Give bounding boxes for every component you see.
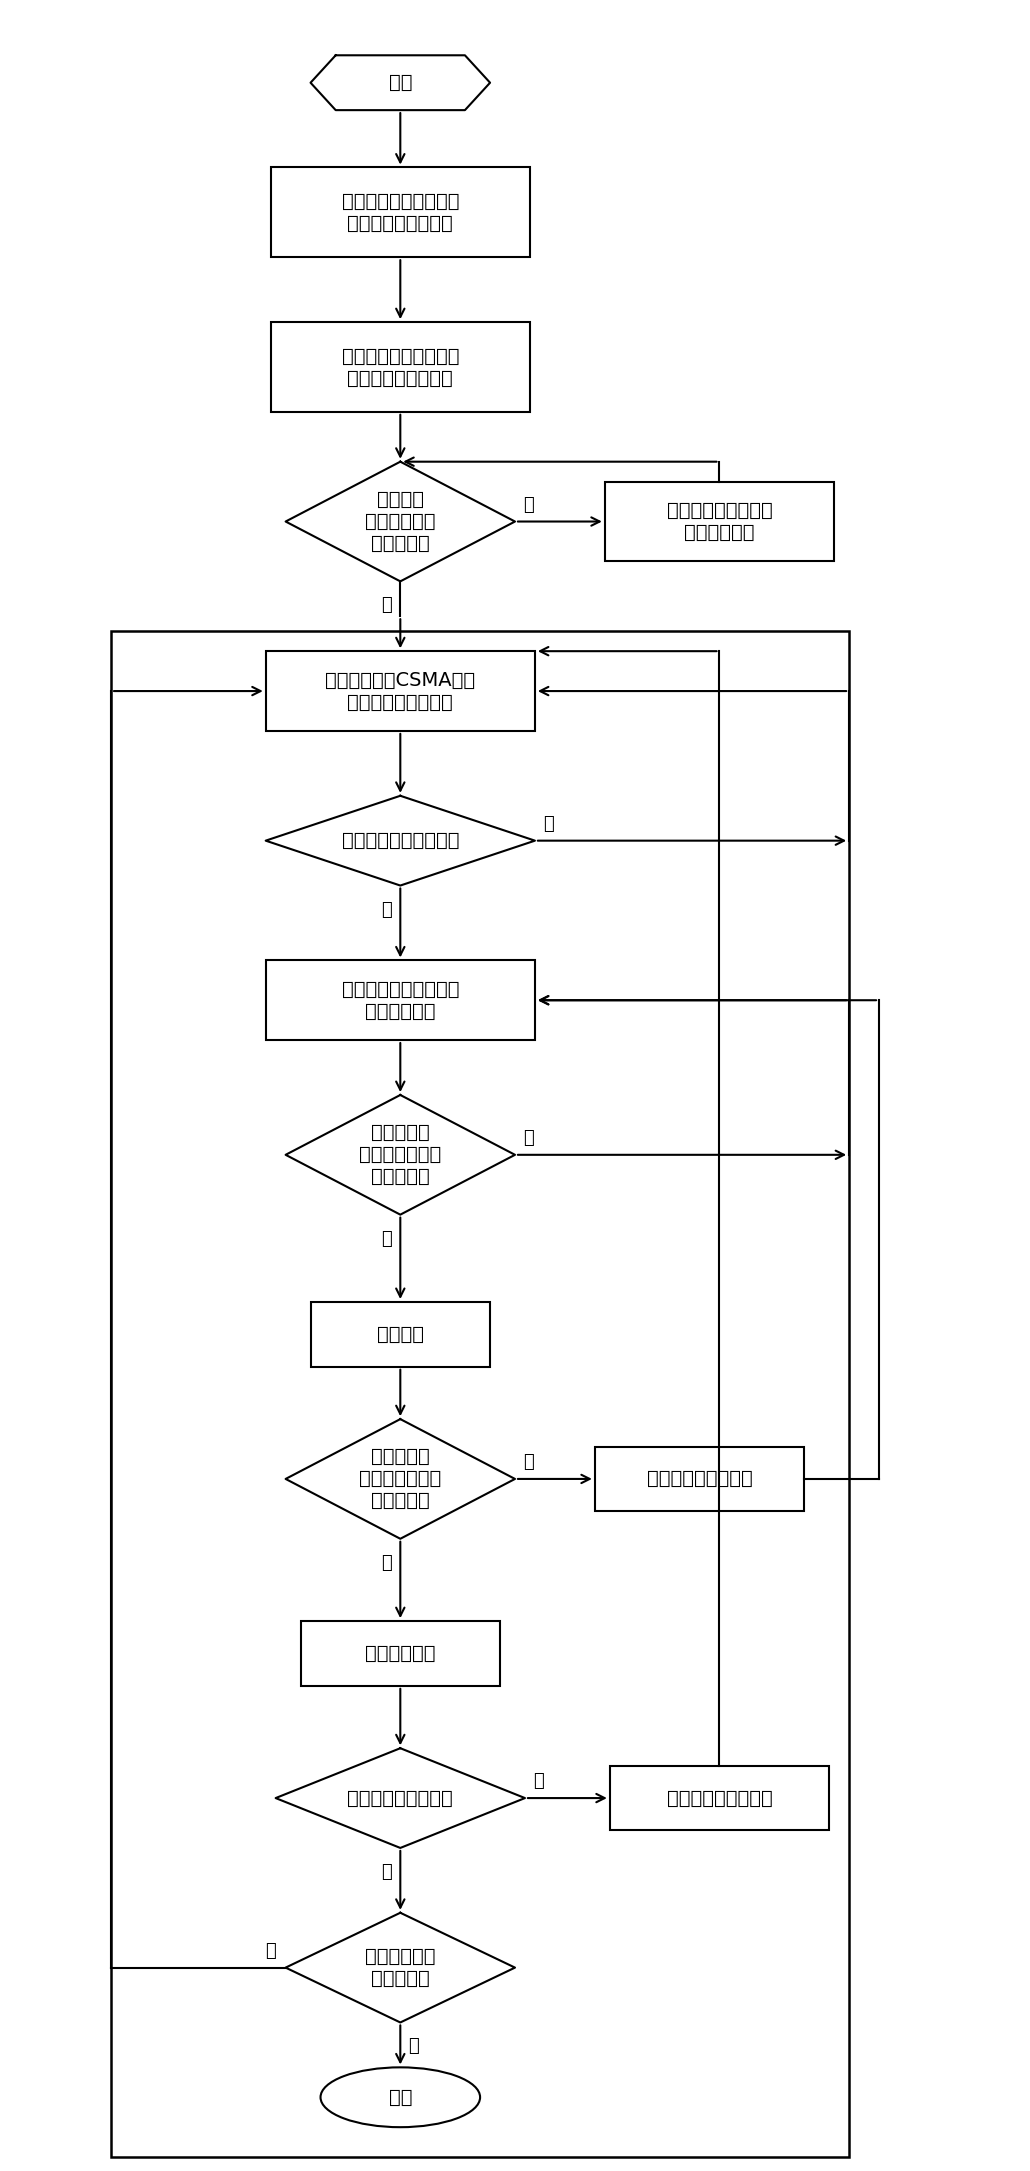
- Ellipse shape: [320, 2067, 480, 2128]
- Bar: [610, 1765, 829, 1830]
- Text: 是否还有数据
需要发送？: 是否还有数据 需要发送？: [365, 1947, 436, 1989]
- Bar: [301, 1622, 500, 1687]
- Text: 退避过程中
是否有其他用户
发送数据？: 退避过程中 是否有其他用户 发送数据？: [359, 1122, 442, 1185]
- Bar: [594, 1446, 804, 1511]
- Text: 是: 是: [381, 597, 392, 614]
- Text: 数据发送成功: 数据发送成功: [365, 1643, 436, 1663]
- Text: 是: 是: [523, 1452, 534, 1472]
- Bar: [266, 960, 535, 1040]
- Text: 采用流量控制，减小
数据到达速率: 采用流量控制，减小 数据到达速率: [666, 502, 772, 543]
- Bar: [311, 1303, 490, 1368]
- Text: 是: 是: [523, 1129, 534, 1146]
- Text: 侦听结果是否为空闲？: 侦听结果是否为空闲？: [342, 831, 459, 851]
- Text: 次级用户采用CSMA协议
持续侦听主用户信道: 次级用户采用CSMA协议 持续侦听主用户信道: [325, 671, 476, 712]
- Text: 用户队列是否稳定？: 用户队列是否稳定？: [347, 1789, 453, 1808]
- Text: 是: 是: [381, 1863, 392, 1880]
- Bar: [271, 167, 530, 256]
- Text: 丢弃发生碰撞的分组: 丢弃发生碰撞的分组: [647, 1470, 752, 1489]
- Text: 否: 否: [533, 1772, 544, 1791]
- Text: 退出: 退出: [388, 2089, 412, 2106]
- Bar: [605, 482, 834, 562]
- Text: 是: 是: [381, 901, 392, 918]
- Text: 到达速率
是否小于最大
服务速率？: 到达速率 是否小于最大 服务速率？: [365, 491, 436, 554]
- Text: 否: 否: [381, 1554, 392, 1572]
- Bar: [266, 651, 535, 732]
- Text: 按比例进行流量控制: 按比例进行流量控制: [666, 1789, 772, 1808]
- Text: 否: 否: [523, 495, 534, 515]
- Bar: [271, 321, 530, 412]
- Text: 发送数据时
是否与其他用户
发生碰撞？: 发送数据时 是否与其他用户 发生碰撞？: [359, 1448, 442, 1511]
- Text: 开始: 开始: [388, 74, 412, 91]
- Text: 进行退避，自适应更新
退避时长参数: 进行退避，自适应更新 退避时长参数: [342, 979, 459, 1020]
- Text: 定义认知无线电系统中
的主用户和次级用户: 定义认知无线电系统中 的主用户和次级用户: [342, 191, 459, 232]
- Text: 发送数据: 发送数据: [377, 1324, 423, 1344]
- Text: 计算于扰限制下的次级
用户的最大服务速率: 计算于扰限制下的次级 用户的最大服务速率: [342, 347, 459, 386]
- Text: 否: 否: [381, 1229, 392, 1248]
- Bar: [111, 632, 849, 2158]
- Text: 是: 是: [265, 1941, 276, 1960]
- Text: 否: 否: [543, 814, 554, 834]
- Text: 否: 否: [408, 2036, 419, 2056]
